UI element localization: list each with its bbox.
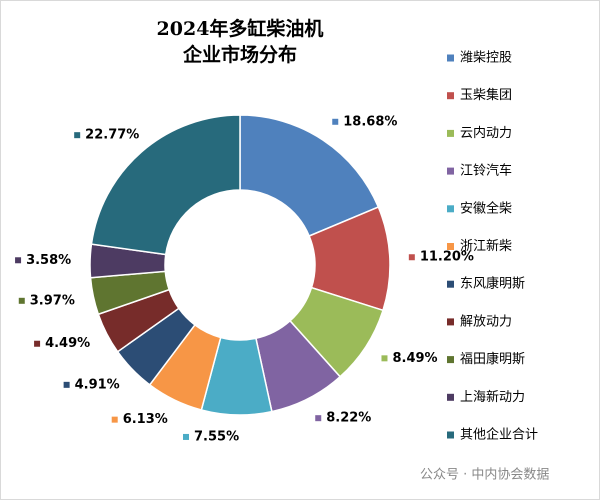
label-marker — [332, 118, 339, 125]
legend-label: 解放动力 — [460, 314, 512, 329]
legend-swatch — [447, 243, 454, 250]
data-label: 3.58% — [26, 253, 71, 268]
data-label: 6.13% — [123, 412, 168, 427]
data-label: 7.55% — [194, 429, 239, 444]
label-marker — [34, 340, 41, 347]
legend-swatch — [447, 318, 454, 326]
legend-label: 东风康明斯 — [460, 276, 525, 292]
watermark: 公众号 · 中内协会数据 — [420, 467, 549, 483]
data-label: 22.77% — [85, 128, 139, 143]
data-label: 11.20% — [420, 250, 474, 265]
legend-label: 其他企业合计 — [460, 427, 538, 443]
legend-swatch — [447, 167, 454, 175]
legend-swatch — [447, 129, 454, 137]
label-marker — [381, 355, 388, 362]
label-marker — [63, 381, 70, 388]
label-marker — [15, 257, 22, 264]
label-marker — [408, 254, 415, 261]
legend-swatch — [447, 92, 454, 100]
label-marker — [74, 132, 81, 139]
legend-swatch — [447, 431, 454, 439]
legend-label: 上海新动力 — [460, 389, 525, 405]
legend-label: 玉柴集团 — [460, 87, 512, 103]
data-label: 8.49% — [392, 351, 437, 366]
data-label: 18.68% — [343, 114, 397, 129]
legend-swatch — [447, 356, 454, 364]
data-label: 4.91% — [75, 377, 120, 392]
label-marker — [111, 416, 118, 423]
legend-swatch — [447, 54, 454, 62]
legend-label: 福田康明斯 — [460, 351, 525, 367]
data-label: 3.97% — [30, 293, 75, 308]
legend-label: 云内动力 — [460, 125, 512, 141]
legend-label: 潍柴控股 — [460, 51, 512, 66]
chart-title: 2024年多缸柴油机 — [157, 17, 324, 40]
chart-title: 企业市场分布 — [182, 43, 297, 66]
label-marker — [18, 297, 25, 304]
legend-swatch — [447, 280, 454, 288]
legend-label: 江铃汽车 — [460, 163, 512, 179]
label-marker — [315, 415, 322, 422]
donut-slice — [90, 114, 241, 256]
data-label: 8.22% — [326, 411, 371, 426]
legend-label: 安徽全柴 — [460, 200, 512, 216]
legend-label: 浙江新柴 — [460, 238, 512, 254]
legend-swatch — [447, 393, 454, 401]
legend-swatch — [447, 205, 454, 213]
donut-slice — [239, 114, 380, 237]
label-marker — [183, 433, 190, 440]
data-label: 4.49% — [45, 336, 90, 351]
